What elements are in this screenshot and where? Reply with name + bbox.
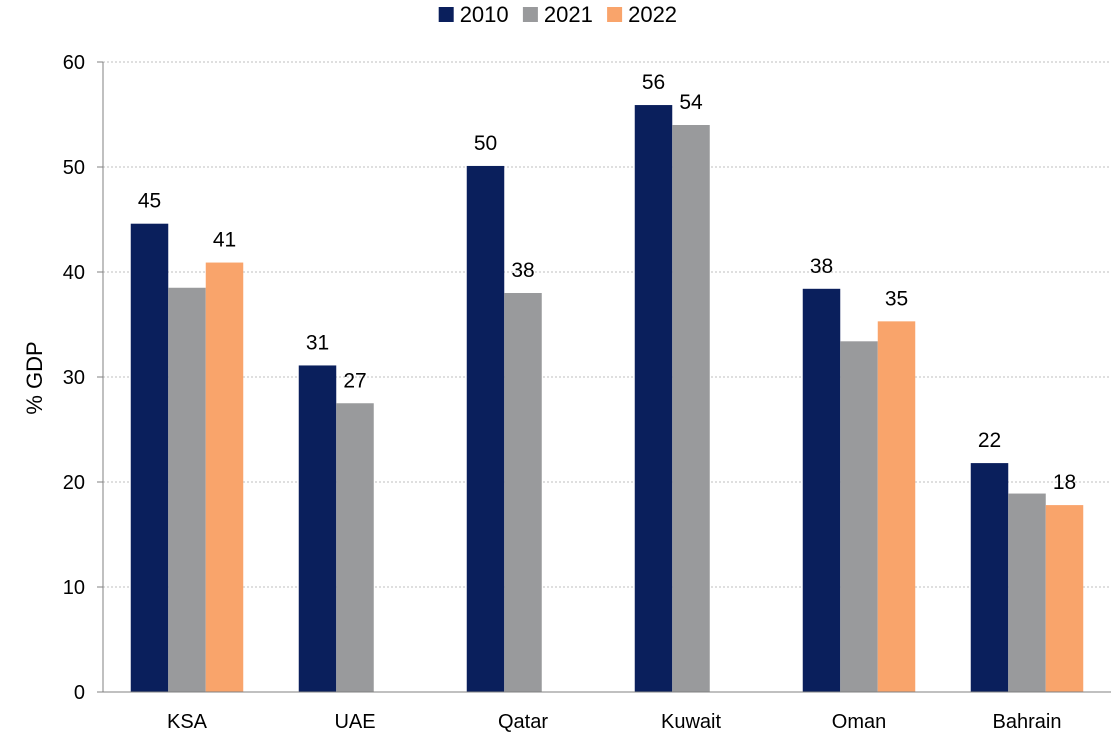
- data-label-kuwait-2021: 54: [679, 91, 703, 114]
- y-tick-label: 30: [63, 367, 85, 389]
- x-tick-label-oman: Oman: [832, 711, 886, 733]
- bar-bahrain-2022: [1045, 505, 1084, 692]
- legend-label-2010: 2010: [460, 2, 509, 27]
- y-tick-label: 0: [74, 682, 85, 704]
- bar-ksa-2010: [130, 223, 169, 692]
- bar-uae-2021: [336, 403, 374, 692]
- axes-layer: 0 10 20 30 40 50 60 KSA UAE Qatar Kuwait Oman Bahrai…: [63, 52, 1111, 733]
- bar-uae-2010: [298, 365, 337, 692]
- x-tick-label-kuwait: Kuwait: [661, 711, 721, 733]
- legend-swatch-2010: [438, 7, 454, 22]
- data-label-uae-2021: 27: [343, 369, 366, 392]
- bar-oman-2021: [840, 341, 878, 692]
- x-tick-label-uae: UAE: [334, 711, 375, 733]
- bar-bahrain-2010: [970, 463, 1009, 692]
- y-tick-label: 40: [63, 262, 85, 284]
- y-tick-label: 50: [63, 157, 85, 179]
- data-label-oman-2010: 38: [810, 255, 833, 278]
- bar-bahrain-2021: [1008, 493, 1046, 692]
- data-label-ksa-2010: 45: [138, 190, 161, 213]
- bar-ksa-2021: [168, 287, 206, 692]
- legend-label-2021: 2021: [544, 2, 593, 27]
- data-label-kuwait-2010: 56: [642, 71, 665, 94]
- bar-oman-2022: [877, 321, 916, 692]
- y-axis-title: % GDP: [22, 341, 47, 414]
- data-label-qatar-2010: 50: [474, 132, 497, 155]
- data-label-qatar-2021: 38: [511, 259, 534, 282]
- y-tick-label: 10: [63, 577, 85, 599]
- x-tick-label-bahrain: Bahrain: [993, 711, 1062, 733]
- data-label-bahrain-2022: 18: [1053, 471, 1076, 494]
- bar-qatar-2021: [504, 293, 542, 692]
- legend-swatch-2022: [607, 7, 623, 22]
- data-label-ksa-2022: 41: [213, 229, 236, 252]
- legend: 2010 2021 2022: [438, 2, 677, 27]
- legend-label-2022: 2022: [628, 2, 677, 27]
- y-tick-label: 60: [63, 52, 85, 74]
- legend-swatch-2021: [522, 7, 538, 22]
- bar-qatar-2010: [466, 165, 505, 692]
- bar-kuwait-2010: [634, 105, 673, 693]
- grid-layer: [103, 61, 1111, 588]
- x-tick-label-ksa: KSA: [167, 711, 208, 733]
- data-label-uae-2010: 31: [306, 331, 329, 354]
- x-tick-label-qatar: Qatar: [498, 711, 548, 733]
- y-tick-label: 20: [63, 472, 85, 494]
- bar-oman-2010: [802, 288, 841, 692]
- bar-kuwait-2021: [672, 125, 710, 692]
- bars-layer: [130, 105, 1084, 693]
- data-label-bahrain-2010: 22: [978, 429, 1001, 452]
- data-label-oman-2022: 35: [885, 287, 908, 310]
- data-labels-layer: 45 41 31 27 50 38 56 54 38 35 22 18: [138, 71, 1076, 494]
- bar-ksa-2022: [205, 262, 244, 692]
